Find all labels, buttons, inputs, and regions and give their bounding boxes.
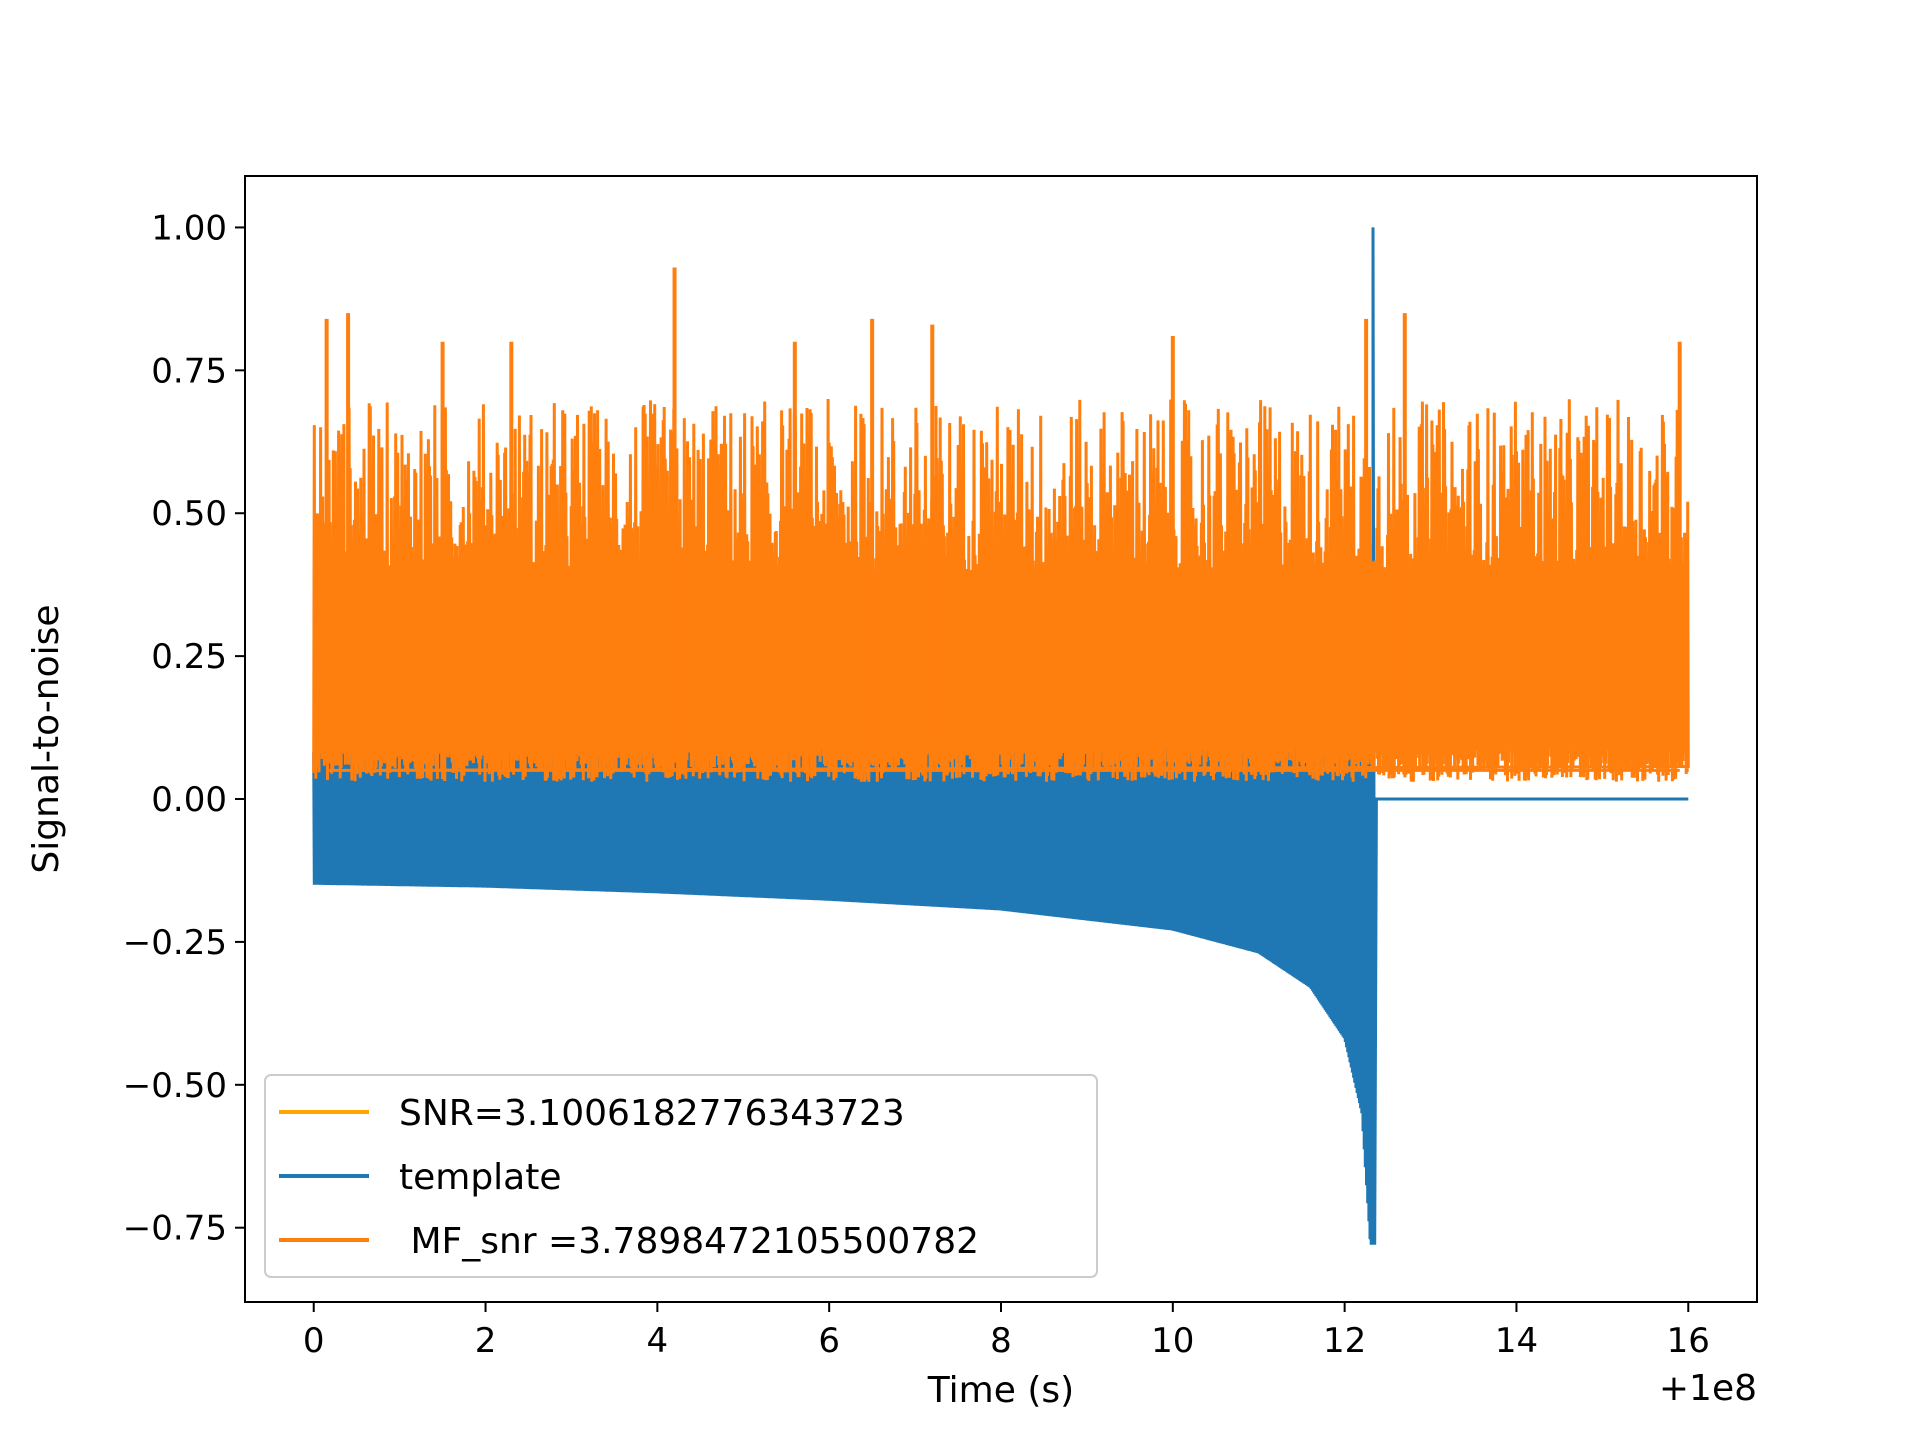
x-tick-label: 10 bbox=[1151, 1321, 1194, 1361]
y-tick-label: −0.25 bbox=[123, 923, 227, 963]
x-tick-label: 14 bbox=[1495, 1321, 1538, 1361]
legend-entry-snr: SNR=3.1006182776343723 bbox=[399, 1093, 905, 1134]
legend-entry-mf-snr: MF_snr =3.7898472105500782 bbox=[399, 1221, 979, 1262]
y-tick-label: 1.00 bbox=[151, 208, 227, 248]
x-tick-label: 2 bbox=[475, 1321, 497, 1361]
x-tick-label: 12 bbox=[1323, 1321, 1366, 1361]
x-tick-label: 4 bbox=[647, 1321, 669, 1361]
x-axis-label: Time (s) bbox=[927, 1370, 1074, 1411]
series-mf-snr-line bbox=[312, 398, 1690, 782]
y-tick-label: 0.50 bbox=[151, 494, 227, 534]
x-tick-label: 8 bbox=[990, 1321, 1012, 1361]
x-axis: 0 2 4 6 8 10 12 14 16 bbox=[303, 1302, 1710, 1361]
y-axis: 1.00 0.75 0.50 0.25 0.00 −0.25 −0.50 −0.75 bbox=[123, 208, 245, 1249]
y-axis-label: Signal-to-noise bbox=[26, 604, 67, 873]
legend: SNR=3.1006182776343723 template MF_snr =… bbox=[264, 1074, 1098, 1278]
plot-area bbox=[312, 227, 1690, 1245]
x-tick-label: 0 bbox=[303, 1321, 325, 1361]
y-tick-label: 0.25 bbox=[151, 637, 227, 677]
legend-entry-template: template bbox=[399, 1157, 562, 1198]
legend-box bbox=[264, 1074, 1098, 1278]
x-tick-label: 16 bbox=[1667, 1321, 1710, 1361]
y-tick-label: 0.75 bbox=[151, 351, 227, 391]
x-tick-label: 6 bbox=[818, 1321, 840, 1361]
y-tick-label: −0.75 bbox=[123, 1209, 227, 1249]
y-tick-label: 0.00 bbox=[151, 780, 227, 820]
y-tick-label: −0.50 bbox=[123, 1066, 227, 1106]
x-axis-offset-label: +1e8 bbox=[1659, 1368, 1757, 1409]
